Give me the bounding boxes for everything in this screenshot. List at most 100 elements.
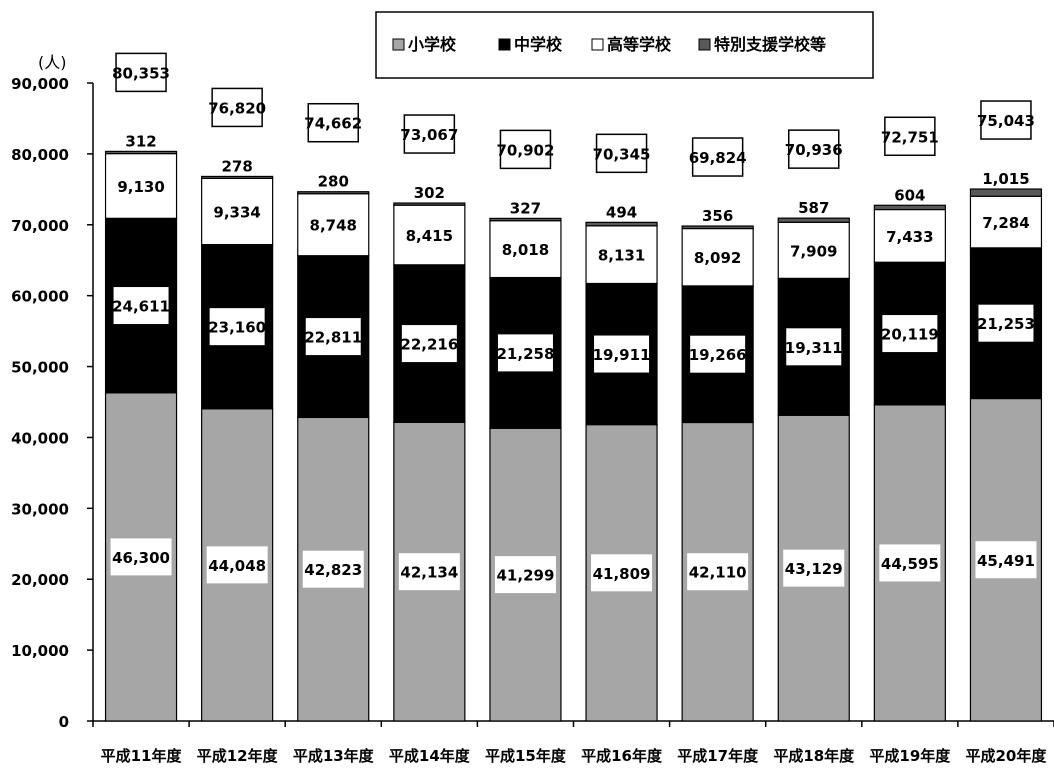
value-label-small: 587 [798,199,829,217]
y-tick-label: 0 [59,713,69,731]
value-label-box [975,541,1037,579]
total-label-box [595,133,648,174]
total-label: 72,751 [881,128,939,146]
bar-segment [873,204,946,211]
value-label: 21,253 [977,315,1035,333]
value-label-box [401,325,457,363]
value-label-box [305,318,361,356]
y-tick-label: 80,000 [11,146,69,164]
bar-segment [104,150,178,155]
value-label-small: 356 [702,207,733,225]
value-label: 44,595 [881,555,939,573]
bar-segment [777,221,850,279]
value-label-box [398,553,460,591]
bar-segment [489,217,562,222]
value-label: 7,284 [982,214,1029,232]
value-label: 22,811 [304,329,362,347]
value-label-box [687,553,749,591]
value-label-box [591,554,653,592]
legend-swatch [591,38,604,51]
x-category-label: 平成16年度 [581,747,663,765]
x-category-label: 平成13年度 [293,747,375,765]
value-label: 20,119 [881,326,939,344]
bar-segment [297,193,370,257]
total-label: 75,043 [977,112,1035,130]
total-label: 70,902 [497,141,555,159]
y-tick-label: 90,000 [11,75,69,93]
total-label-box [691,137,744,177]
y-tick-label: 10,000 [11,642,69,660]
value-label-box [783,549,845,587]
total-label: 70,345 [593,145,651,163]
bar-segment [393,202,466,206]
bar-segment [201,175,274,180]
y-tick-label: 70,000 [11,217,69,235]
value-label-box [690,335,746,373]
legend-item-label: 高等学校 [607,35,672,54]
total-label-box [115,52,167,93]
value-label-box [206,546,268,584]
total-label-box [403,114,456,154]
total-label-box [211,87,263,128]
value-label: 9,334 [213,203,260,221]
y-tick-label: 60,000 [11,288,69,306]
total-label: 74,662 [304,115,362,133]
value-label: 7,909 [790,242,837,260]
value-label-box [879,544,941,582]
value-label: 42,823 [304,561,362,579]
value-label: 24,611 [112,298,170,316]
value-label-box [113,287,169,325]
value-label-box [978,304,1034,342]
total-label: 80,353 [112,64,170,82]
value-label: 7,433 [886,228,933,246]
total-label-box [499,129,552,170]
total-label: 73,067 [400,126,458,144]
value-label-small: 278 [221,157,252,175]
value-label: 43,129 [785,560,843,578]
value-label: 23,160 [208,319,266,337]
bar-segment [297,191,370,195]
x-category-label: 平成12年度 [197,747,279,765]
value-label-box [494,556,556,594]
legend-item-label: 小学校 [408,35,457,54]
y-tick-label: 50,000 [11,359,69,377]
y-tick-label: 40,000 [11,429,69,447]
x-category-label: 平成15年度 [485,747,567,765]
bar-segment [681,225,754,230]
value-label-small: 302 [414,184,445,202]
total-label-box [788,129,840,169]
x-category-label: 平成20年度 [966,747,1048,765]
bar-segment [489,220,562,279]
total-label-box [884,116,936,157]
bar-segment [585,221,658,227]
value-label-small: 494 [606,203,637,221]
value-label-box [594,335,650,373]
value-label: 22,216 [400,336,458,354]
value-label-box [786,328,842,366]
value-label: 8,748 [310,217,357,235]
legend-swatch [392,38,405,51]
value-label: 8,131 [598,247,645,265]
value-label: 19,311 [785,339,843,357]
value-label-box [882,315,938,353]
y-tick-label: 20,000 [11,571,69,589]
value-label: 8,092 [694,249,741,267]
value-label: 41,299 [497,567,555,585]
x-category-label: 平成11年度 [101,747,183,765]
value-label: 45,491 [977,552,1035,570]
value-label: 8,415 [406,227,453,245]
value-label: 8,018 [502,241,549,259]
value-label: 46,300 [112,549,170,567]
value-label: 21,258 [497,345,555,363]
value-label: 9,130 [117,178,164,196]
legend-swatch [698,38,711,51]
legend-item-label: 特別支援学校等 [714,35,826,54]
total-label: 76,820 [208,99,266,117]
y-tick-label: 30,000 [11,500,69,518]
legend-swatch [498,38,511,51]
bar-segment [681,227,754,287]
legend: 小学校 中学校 高等学校 特別支援学校等 [375,11,874,79]
bar-segment [777,217,850,223]
value-label-box [302,550,364,588]
